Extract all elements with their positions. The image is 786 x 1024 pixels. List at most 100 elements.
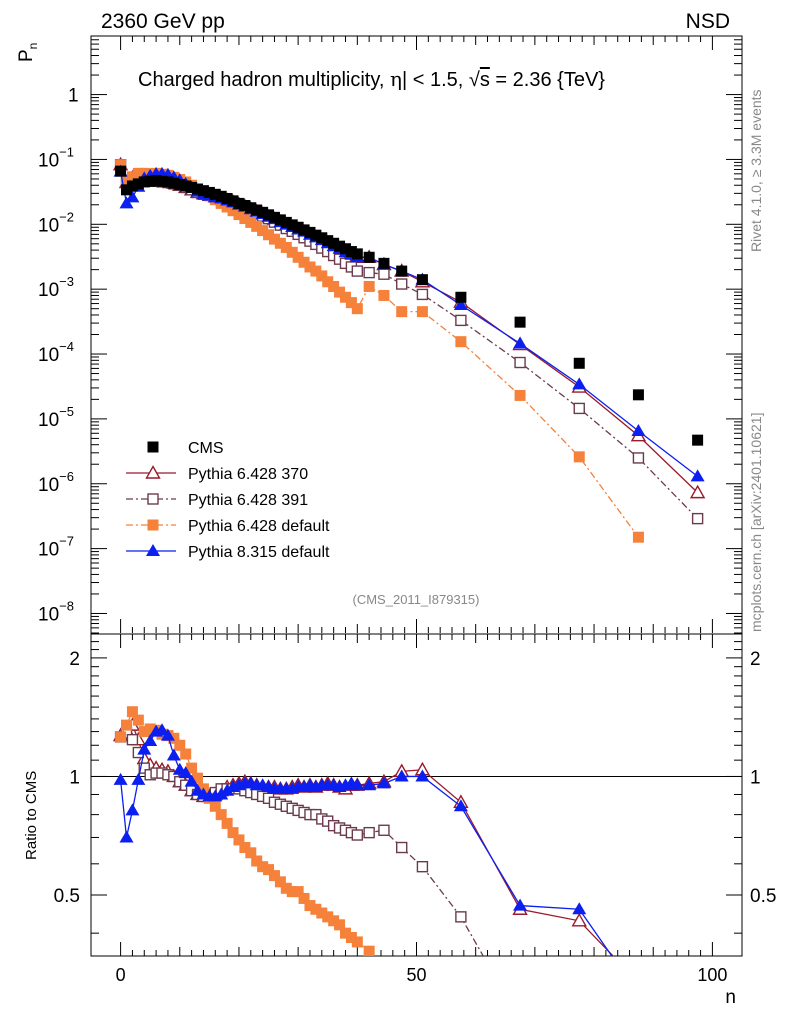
main-series-point [378,257,390,269]
y-tick-label: 10−1 [38,144,74,171]
ratio-series-point [138,762,150,774]
main-series-point [363,251,375,263]
ratio-series-point [186,762,198,774]
main-series-point [292,251,304,263]
ratio-series-point [180,748,192,760]
y-tick-label: 10−5 [38,404,74,431]
ratio-series-point [121,719,133,731]
main-series-point [310,229,322,241]
y-tick-label: 10−4 [38,339,74,366]
y-tick-base: 10 [38,150,59,171]
ratio-series-point [209,800,221,812]
y-axis-label-subscript: n [26,43,40,50]
ratio-series-point [233,834,245,846]
title-main-part: Charged hadron multiplicity, [138,69,390,91]
ratio-series-point [178,766,193,779]
main-series-point [298,256,310,268]
ratio-series-layer [112,706,614,977]
main-series-point [162,176,174,188]
main-series-point [280,216,292,228]
ratio-series-point [257,861,269,873]
legend-label-pythia-6428-391: Pythia 6.428 391 [188,492,308,509]
main-series-point [132,178,144,190]
main-series-point [251,220,263,232]
y-tick-label: 10−8 [38,598,74,625]
ratio-series-point [268,870,280,882]
main-series-point [378,268,390,280]
ratio-series-point [251,855,263,867]
main-series-point [632,389,644,401]
ratio-y-tick-label-left: 2 [69,649,80,670]
ratio-series-point [166,748,181,761]
y-tick-label: 10−2 [38,209,74,236]
main-series-point [632,452,645,464]
ratio-series-point [345,931,357,943]
ratio-series-point [113,772,128,785]
title-energy: = 2.36 {TeV} [490,69,605,91]
energy-label: 2360 GeV pp [101,10,225,33]
x-tick-label: 100 [697,965,727,985]
ratio-y-tick-label-right: 1 [750,767,761,788]
y-tick-exponent: −4 [59,339,74,354]
y-tick-label: 10−3 [38,274,74,301]
title-s-symbol: s [480,69,490,91]
main-series-point [168,177,180,189]
main-series-point [233,197,245,209]
main-series-point [125,190,140,203]
main-series-point [257,225,269,237]
main-series-point [221,192,233,204]
title-eta-range: | < 1.5, [402,69,469,91]
chart-title: Charged hadron multiplicity, η| < 1.5, √… [138,67,605,91]
ratio-series-point [126,733,139,746]
legend-marker-pythia-6428-391 [147,493,159,505]
y-axis-label-ratio: Ratio to CMS [23,771,40,860]
main-series-point [268,211,280,223]
main-series-point [239,199,251,211]
legend-marker-pythia-8315-default [146,544,160,556]
ratio-series-point [215,809,227,821]
y-tick-label: 10−6 [38,469,74,496]
main-series-point [513,336,528,349]
ratio-series-point [351,829,364,841]
main-series-point [316,232,328,244]
ratio-series-point [220,783,235,796]
ratio-series-point [245,847,257,859]
main-series-point [322,276,334,288]
ratio-series-point [125,803,140,816]
ratio-y-tick-label-right: 0.5 [750,886,776,907]
y-tick-exponent: −3 [59,274,74,289]
ratio-series-point [513,898,528,911]
ratio-series-point [362,778,377,791]
legend-marker-pythia-6428-default [147,519,159,531]
process-label: NSD [686,10,730,33]
main-series-point [378,289,390,301]
y-tick-exponent: −7 [59,534,74,549]
main-series-point [322,235,334,247]
ratio-series-point [119,830,134,843]
ratio-series-point [376,776,391,789]
ratio-series-point [453,799,468,812]
main-series-point [453,297,468,310]
rivet-version-label: Rivet 4.1.0, ≥ 3.3M events [748,89,764,252]
main-series-point [215,190,227,202]
ratio-series-point [571,912,587,927]
main-series-point [186,181,198,193]
main-series-point [632,531,644,543]
ratio-series-point [378,966,389,977]
main-series-point [328,237,340,249]
analysis-id-label: (CMS_2011_I879315) [353,592,480,607]
main-series-point [268,233,280,245]
main-series-point [514,389,526,401]
ratio-series-point [160,728,175,741]
main-series-point [245,216,257,228]
ratio-series-point [115,731,127,743]
ratio-series-point [339,927,351,939]
main-series-point [339,291,351,303]
main-series-point [192,183,204,195]
main-series-point [396,278,408,290]
ratio-series-point [131,772,146,785]
ratio-series-point [263,864,275,876]
x-tick-label: 50 [406,965,426,985]
legend-marker-pythia-6428-370 [145,465,161,479]
main-series-point [396,306,408,318]
